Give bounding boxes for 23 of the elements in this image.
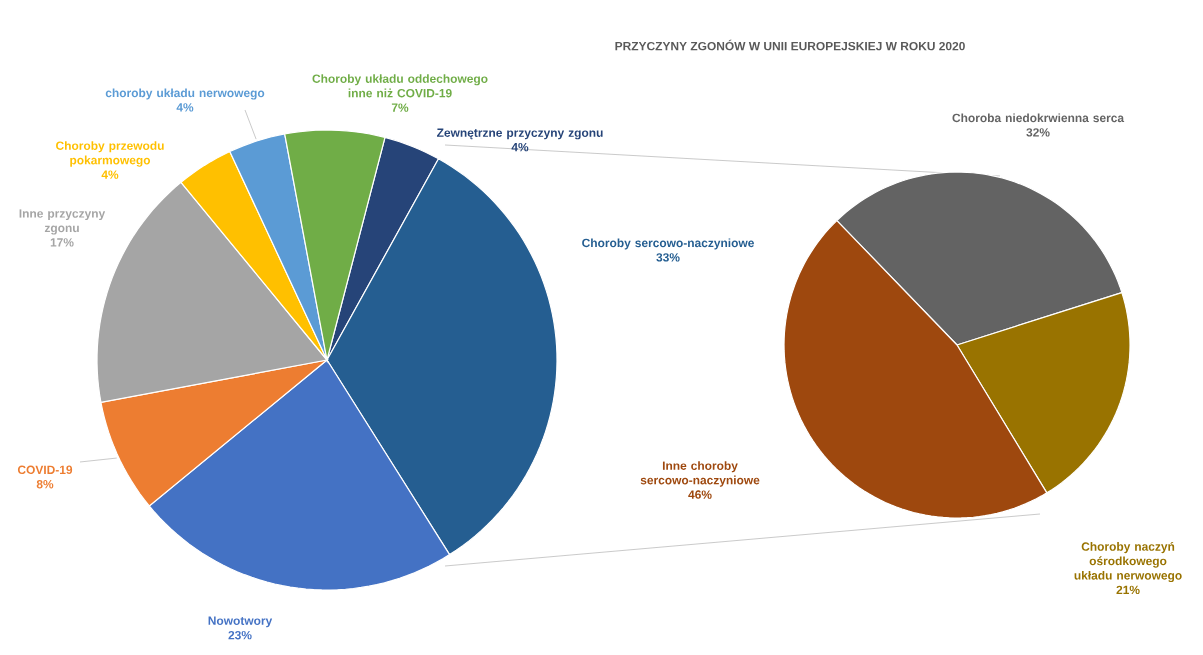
slice-label: Choroba niedokrwienna serca — [952, 113, 1125, 123]
data-label: 4% — [176, 103, 194, 112]
data-label: 46% — [688, 490, 712, 499]
text: PRZYCZYNY ZGONÓW W UNII EUROPEJSKIEJ W ROKU 2020 — [615, 39, 965, 51]
slice-label: Zewnętrzne przyczyny zgonu — [437, 128, 603, 140]
data-label: 4% — [511, 142, 529, 152]
slice-label: Choroby przewodu pokarmowego — [56, 141, 164, 167]
data-label: 21% — [1116, 585, 1140, 595]
data-label: 7% — [391, 103, 409, 112]
slice-label: choroby układu nerwowego — [105, 88, 265, 100]
slice-label: Choroby sercowo-naczyniowe — [582, 238, 754, 250]
slice-label: Nowotwory — [208, 616, 273, 628]
slice-label: COVID-19 — [17, 465, 73, 474]
data-label: 4% — [101, 170, 119, 179]
slice-label: Choroby naczyń ośrodkowego układu nerwowego — [1074, 541, 1182, 583]
slice-label: Choroby układu oddechowego inne niż COVID-19 — [312, 74, 488, 98]
data-label: 17% — [50, 238, 74, 247]
data-label: 32% — [1026, 128, 1050, 137]
data-label: 33% — [656, 253, 680, 262]
data-label: 23% — [228, 630, 252, 640]
slice-label: Inne choroby sercowo-naczyniowe — [640, 461, 760, 487]
slice-label: Inne przyczyny zgonu — [19, 209, 106, 235]
data-label: 8% — [36, 479, 54, 489]
